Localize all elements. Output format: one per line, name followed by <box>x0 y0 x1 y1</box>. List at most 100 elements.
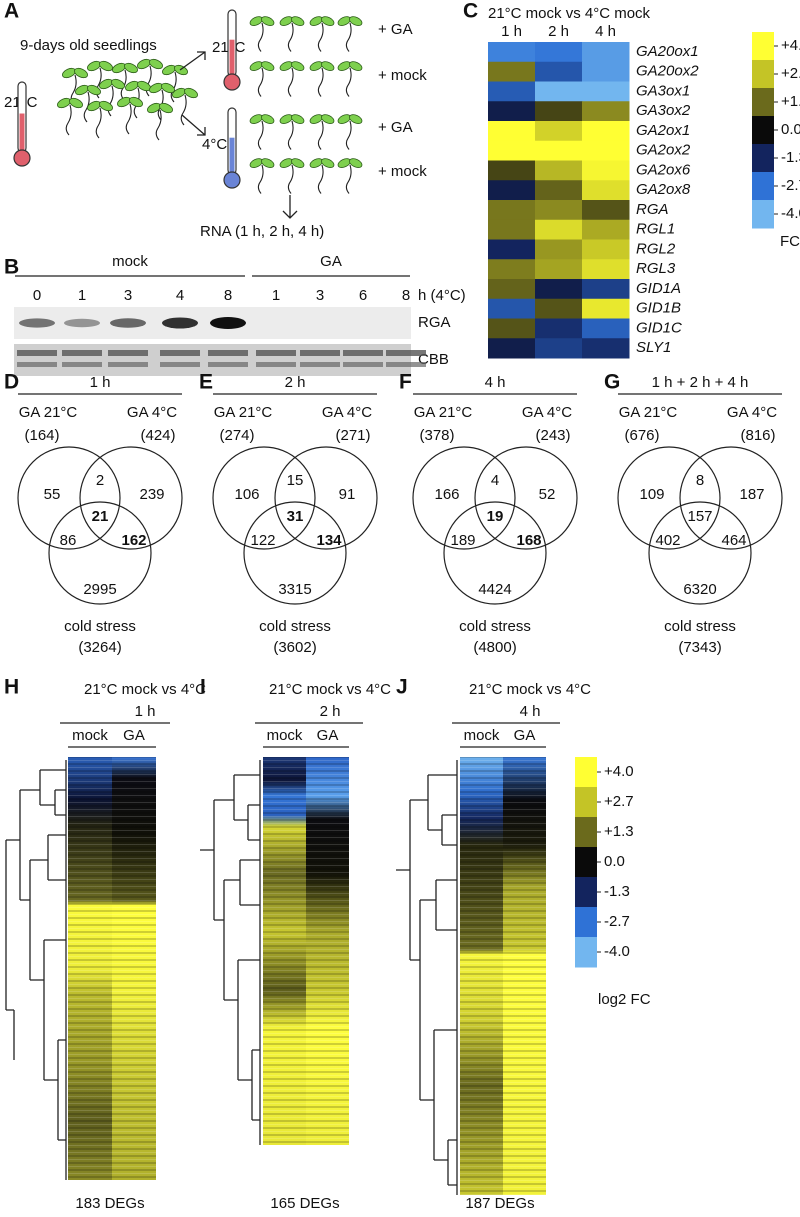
heatmap-cell <box>582 200 630 221</box>
heatmap-cell <box>535 200 583 221</box>
panel-a-drawing <box>13 9 363 219</box>
venn-title: 4 h <box>485 374 506 391</box>
venn-circle <box>412 446 516 550</box>
cbb-band <box>62 350 102 356</box>
scale-block <box>752 32 774 61</box>
set-total: (378) <box>419 427 454 444</box>
region-count: 86 <box>60 532 77 549</box>
gene-label: GA3ox1 <box>636 82 690 99</box>
cbb-band <box>108 362 148 367</box>
cbb-band <box>300 362 340 367</box>
seedling-stem <box>287 120 294 150</box>
region-count: 106 <box>234 486 259 503</box>
heatmap-cell <box>535 101 583 122</box>
gene-label: GA2ox2 <box>636 142 691 159</box>
seedling-stem <box>155 109 162 141</box>
set-total: (424) <box>140 427 175 444</box>
heatmap-cell <box>535 239 583 260</box>
column-label: GA <box>123 727 145 744</box>
heatmap-cell <box>488 219 536 240</box>
seedling-leaf <box>321 61 335 71</box>
scale-block <box>752 88 774 117</box>
region-count: 19 <box>487 508 504 525</box>
scale-tick-label: +4.0 <box>604 763 634 780</box>
seedling-stem <box>257 164 264 194</box>
seedling-leaf <box>291 16 305 26</box>
blot-row-label: RGA <box>418 314 451 331</box>
seedling-stem <box>107 85 114 117</box>
gene-label: GA20ox2 <box>636 63 699 80</box>
set-label: GA 21°C <box>619 404 678 421</box>
heatmap-cell <box>535 42 583 63</box>
lane-label: 1 <box>78 287 86 304</box>
seedling-leaf <box>321 16 335 26</box>
lane-label: 3 <box>124 287 132 304</box>
set-total: (164) <box>24 427 59 444</box>
seedling-stem <box>345 22 352 52</box>
gene-label: GA3ox2 <box>636 102 691 119</box>
set-label: cold stress <box>459 618 531 635</box>
scale-tick-label: -1.3 <box>781 149 800 166</box>
band <box>210 317 246 329</box>
gene-label: RGL2 <box>636 240 676 257</box>
seedling-leaf <box>124 62 138 74</box>
venn-circle <box>648 501 752 605</box>
group-label: mock <box>112 253 148 270</box>
scale-tick-label: +1.3 <box>781 93 800 110</box>
cbb-band <box>208 350 248 356</box>
treatment: + GA <box>378 21 413 38</box>
band <box>110 318 146 328</box>
arrow <box>282 195 298 219</box>
cbb-band <box>300 350 340 356</box>
scale-tick-label: +2.7 <box>604 793 634 810</box>
gene-label: GA20ox1 <box>636 43 699 60</box>
column-label: 4 h <box>595 23 616 40</box>
heatmap-cell <box>582 121 630 142</box>
heatmap-cell <box>535 81 583 102</box>
group-label: GA <box>320 253 342 270</box>
heatmap-cell <box>582 318 630 339</box>
lane-label: 3 <box>316 287 324 304</box>
scale-label: FC <box>780 233 800 250</box>
heatmap-cell <box>535 61 583 82</box>
heatmap-cell <box>488 298 536 319</box>
heatmap-cell <box>535 259 583 280</box>
seedling-leaf <box>129 96 143 108</box>
seedling-stem <box>287 67 294 97</box>
seedling-leaf <box>291 114 305 124</box>
heatmap-footer: 165 DEGs <box>270 1195 339 1212</box>
panel-label: G <box>604 371 620 394</box>
panel-a-title: 9-days old seedlings <box>20 37 157 54</box>
heatmap-cell <box>582 239 630 260</box>
region-count: 2995 <box>83 581 116 598</box>
panel-c-title: 21°C mock vs 4°C mock <box>488 5 651 22</box>
venn-circle <box>243 501 347 605</box>
heatmap-texture <box>460 757 546 1195</box>
gene-label: GID1B <box>636 300 681 317</box>
heatmap-cell <box>535 180 583 201</box>
heatmap-subtitle: 4 h <box>520 703 541 720</box>
seedling-stem <box>287 22 294 52</box>
scale-block <box>575 877 597 908</box>
seedling-stem <box>345 164 352 194</box>
heatmap-cell <box>535 279 583 300</box>
scale-block <box>752 172 774 201</box>
set-label: GA 4°C <box>322 404 372 421</box>
set-total: (4800) <box>473 639 516 656</box>
scale-tick-label: -4.0 <box>604 943 630 960</box>
seedling-leaf <box>184 87 198 99</box>
heatmap-cell <box>488 279 536 300</box>
heatmap-subtitle: 1 h <box>135 703 156 720</box>
cbb-band <box>17 350 57 356</box>
seedling-stem <box>83 91 90 123</box>
panel-label: E <box>199 371 213 394</box>
cbb-band <box>386 350 426 356</box>
seedling-leaf <box>321 114 335 124</box>
lane-label: 8 <box>224 287 232 304</box>
region-count: 109 <box>639 486 664 503</box>
lane-label: 8 <box>402 287 410 304</box>
seedling-leaf <box>349 158 363 168</box>
seedling-stem <box>317 120 324 150</box>
region-count: 402 <box>655 532 680 549</box>
